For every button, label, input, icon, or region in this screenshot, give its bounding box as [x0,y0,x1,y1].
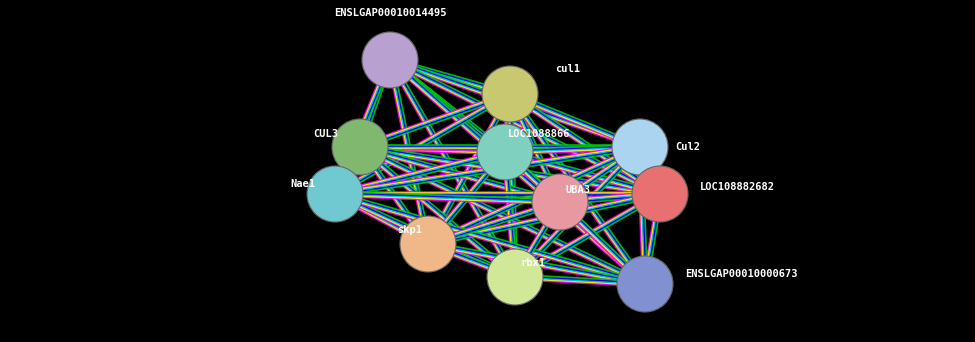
Text: cul1: cul1 [555,64,580,74]
Circle shape [487,249,543,305]
Text: LOC108882682: LOC108882682 [700,182,775,192]
Text: Nae1: Nae1 [290,179,315,189]
Text: CUL3: CUL3 [313,129,338,139]
Circle shape [362,32,418,88]
Circle shape [400,216,456,272]
Circle shape [612,119,668,175]
Circle shape [617,256,673,312]
Circle shape [632,166,688,222]
Circle shape [332,119,388,175]
Circle shape [477,124,533,180]
Text: UBA3: UBA3 [565,185,590,195]
Text: Cul2: Cul2 [675,142,700,152]
Text: ENSLGAP00010014495: ENSLGAP00010014495 [333,8,447,18]
Circle shape [307,166,363,222]
Text: ENSLGAP00010000673: ENSLGAP00010000673 [685,269,798,279]
Circle shape [532,174,588,230]
Text: rbx1: rbx1 [520,258,545,268]
Circle shape [482,66,538,122]
Text: LOC1088866: LOC1088866 [508,129,570,139]
Text: skp1: skp1 [397,225,422,235]
